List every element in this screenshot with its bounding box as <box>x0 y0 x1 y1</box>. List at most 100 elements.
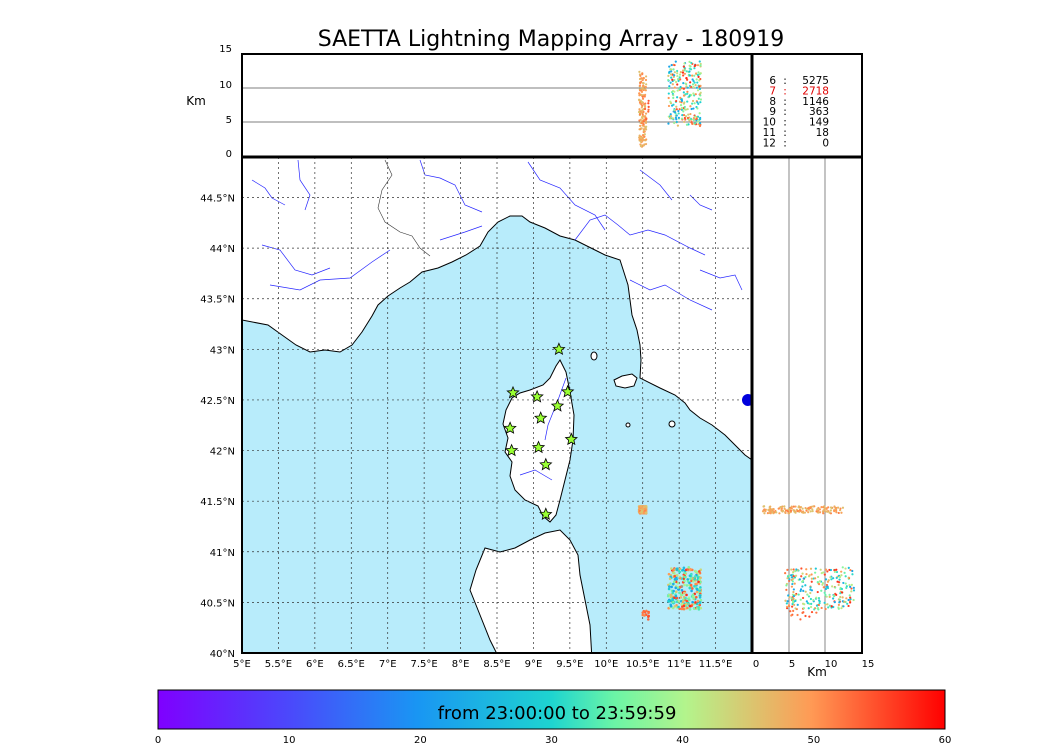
side-source-point <box>812 505 815 508</box>
altitude-source-point <box>688 74 692 77</box>
side-source-point <box>794 593 797 596</box>
altitude-source-point <box>679 71 682 74</box>
altitude-source-point <box>640 110 643 114</box>
altitude-source-point <box>679 96 682 99</box>
side-source-point <box>813 608 816 611</box>
altitude-source-point <box>685 85 688 88</box>
lightning-source-point <box>693 575 697 578</box>
lightning-source-point <box>688 581 691 585</box>
side-source-point <box>826 603 829 606</box>
side-source-point <box>852 589 856 592</box>
lightning-source-point <box>685 593 688 597</box>
altitude-source-point <box>673 90 676 93</box>
altitude-source-point <box>642 110 645 114</box>
lightning-source-point <box>674 594 678 598</box>
side-source-point <box>831 585 834 588</box>
altitude-source-point <box>638 73 642 76</box>
side-source-point <box>830 507 833 510</box>
altitude-source-point <box>698 112 701 115</box>
side-source-point <box>805 509 808 512</box>
side-source-point <box>790 614 793 617</box>
side-source-point <box>839 592 842 595</box>
altitude-source-point <box>684 93 687 96</box>
altitude-source-point <box>683 62 686 65</box>
side-source-point <box>839 507 842 510</box>
side-source-point <box>833 510 836 513</box>
lightning-source-point <box>669 605 673 608</box>
side-source-point <box>837 511 840 515</box>
altitude-source-point <box>686 116 689 120</box>
altitude-source-point <box>699 91 702 94</box>
side-source-point <box>787 604 791 607</box>
altitude-source-point <box>694 115 697 118</box>
side-source-point <box>838 575 842 579</box>
lightning-source-point <box>643 614 646 617</box>
altitude-source-point <box>643 133 646 136</box>
altitude-source-point <box>676 83 679 86</box>
altitude-source-point <box>645 75 648 78</box>
side-source-point <box>766 512 769 515</box>
lightning-source-point <box>697 606 700 609</box>
side-source-point <box>826 570 829 573</box>
side-source-point <box>850 587 853 590</box>
altitude-source-point <box>689 105 692 108</box>
lightning-source-point <box>667 587 671 591</box>
side-source-point <box>788 578 791 581</box>
lightning-source-point <box>693 569 697 573</box>
altitude-source-point <box>676 89 679 92</box>
lightning-source-point <box>679 593 683 596</box>
lightning-source-point <box>644 505 648 508</box>
side-source-point <box>790 568 793 571</box>
side-source-point <box>809 591 812 595</box>
lightning-source-point <box>673 574 677 578</box>
altitude-source-point <box>687 113 690 116</box>
side-source-point <box>820 606 823 610</box>
altitude-source-point <box>637 98 641 101</box>
side-source-point <box>818 508 822 511</box>
side-source-point <box>838 601 841 604</box>
map-panel <box>242 157 752 653</box>
side-source-point <box>792 588 795 591</box>
altitude-source-point <box>681 71 685 74</box>
altitude-tick-15: 15 <box>219 44 232 55</box>
altitude-source-point <box>693 81 696 84</box>
side-source-point <box>814 567 817 570</box>
lightning-source-point <box>688 574 692 578</box>
altitude-source-point <box>682 65 685 68</box>
altitude-source-point <box>672 103 675 106</box>
map-x-tick: 6°E <box>306 659 324 670</box>
altitude-source-point <box>669 115 673 118</box>
altitude-source-point <box>683 72 687 75</box>
altitude-source-point <box>676 69 679 73</box>
side-source-point <box>847 576 850 579</box>
altitude-source-point <box>685 123 689 126</box>
side-source-point <box>820 589 823 592</box>
station-count-value: 18 <box>816 127 829 139</box>
lightning-source-point <box>674 580 678 584</box>
altitude-source-point <box>647 110 650 113</box>
altitude-source-point <box>645 125 648 128</box>
side-source-point <box>805 600 808 603</box>
altitude-source-point <box>668 65 671 68</box>
altitude-source-point <box>680 108 683 111</box>
country-border <box>377 159 431 257</box>
side-source-point <box>828 595 831 598</box>
side-source-point <box>801 585 804 588</box>
map-x-tick: 8°E <box>452 659 470 670</box>
side-source-point <box>763 512 766 515</box>
altitude-source-point <box>644 88 647 91</box>
side-source-point <box>832 597 835 600</box>
lightning-source-point <box>669 575 672 579</box>
side-source-point <box>786 577 789 580</box>
station-count-colon: : <box>783 85 787 97</box>
altitude-source-point <box>642 129 645 132</box>
lightning-source-point <box>693 584 696 588</box>
altitude-source-point <box>681 114 684 117</box>
lightning-source-point <box>673 604 677 608</box>
lightning-source-point <box>681 600 685 604</box>
map-x-tick: 8.5°E <box>483 659 510 670</box>
altitude-source-point <box>677 79 680 82</box>
map-x-tick: 6.5°E <box>338 659 365 670</box>
lightning-source-point <box>667 600 671 603</box>
altitude-source-point <box>678 73 682 76</box>
